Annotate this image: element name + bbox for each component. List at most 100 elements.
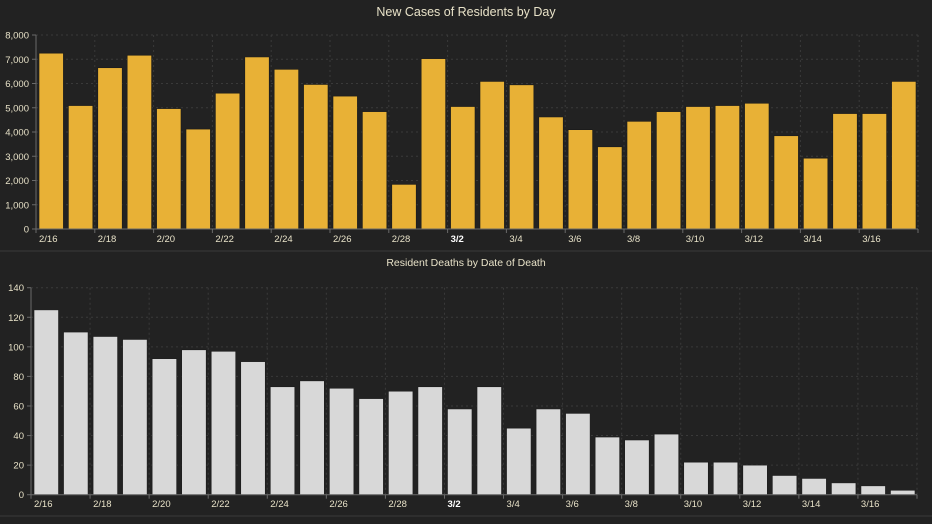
cases-bar-3-10 [685,106,711,230]
cases-y-tick-label: 2,000 [5,176,29,187]
cases-x-tick-label: 2/18 [98,234,117,245]
deaths-x-ticks: 2/16 2/18 2/20 2/22 2/24 2/26 2/28 3/2 3/4 3/6 3/8… [34,499,879,510]
cases-bar-3-3 [479,81,505,230]
cases-x-tick-label: 2/26 [333,234,352,245]
deaths-bar-3-15 [831,482,857,496]
deaths-bar-2-16 [33,309,59,495]
deaths-bars [33,309,916,496]
deaths-y-tick-label: 20 [13,461,24,472]
cases-bar-3-12 [744,102,770,230]
deaths-bar-3-14 [801,478,827,495]
cases-bar-3-9 [656,111,682,230]
cases-bar-3-5 [538,116,564,230]
cases-bar-2-20 [156,108,182,230]
cases-x-tick-label: 2/16 [39,234,58,245]
cases-x-tick-label: 3/6 [568,234,581,245]
cases-y-tick-label: 6,000 [5,79,29,90]
deaths-x-tick-label: 3/14 [802,499,821,510]
cases-x-tick-label: 3/12 [745,234,764,245]
cases-grid [36,34,919,229]
deaths-bar-2-17 [63,331,89,495]
cases-x-ticks: 2/16 2/18 2/20 2/22 2/24 2/26 2/28 3/2 3/4 3/6 3/8… [39,234,881,245]
cases-bar-2-27 [362,111,388,230]
deaths-x-tick-label: 3/12 [743,499,762,510]
cases-bar-2-26 [332,95,358,230]
deaths-bar-2-18 [92,336,118,495]
deaths-x-tick-label: 2/20 [152,499,171,510]
cases-bar-3-14 [803,157,829,230]
deaths-bar-2-25 [299,380,325,496]
deaths-bar-3-8 [624,439,650,496]
cases-x-tick-label: 2/20 [157,234,176,245]
cases-bar-2-19 [126,54,152,230]
cases-bars [38,52,917,230]
deaths-x-tick-label: 3/2 [447,499,460,510]
deaths-bar-2-19 [122,339,148,496]
cases-y-tick-label: 5,000 [5,103,29,114]
deaths-x-tick-label: 2/28 [388,499,407,510]
deaths-bar-2-26 [329,387,355,496]
cases-y-tick-label: 3,000 [5,152,29,163]
cases-bar-3-6 [567,129,593,230]
deaths-x-tick-label: 3/6 [566,499,579,510]
deaths-bar-2-27 [358,398,384,496]
cases-bar-3-16 [861,113,887,230]
deaths-y-tick-label: 140 [8,283,24,294]
cases-y-tick-label: 8,000 [5,31,29,42]
deaths-x-tick-label: 2/24 [270,499,289,510]
deaths-bar-3-6 [565,413,591,495]
deaths-chart: Resident Deaths by Date of Death 0 20 40 60… [8,257,918,510]
deaths-bar-3-1 [417,386,443,495]
cases-bar-2-25 [303,84,329,230]
deaths-bar-3-13 [772,475,798,496]
deaths-bar-3-3 [476,386,502,495]
cases-bar-3-1 [420,58,446,230]
cases-bar-3-2 [450,106,476,230]
deaths-chart-title: Resident Deaths by Date of Death [386,257,546,269]
cases-y-tick-label: 4,000 [5,128,29,139]
deaths-bar-3-17 [890,489,916,495]
cases-x-tick-label: 3/14 [803,234,822,245]
deaths-bar-3-16 [860,485,886,496]
deaths-y-tick-label: 120 [8,313,24,324]
cases-chart: New Cases of Residents by Day 0 1,000 2,00… [5,5,919,245]
deaths-y-tick-label: 80 [13,372,24,383]
deaths-bar-3-10 [683,461,709,495]
cases-bar-3-4 [509,84,535,230]
deaths-bar-3-11 [712,461,739,495]
deaths-bar-2-23 [240,361,266,495]
deaths-x-tick-label: 2/18 [93,499,112,510]
cases-y-tick-label: 0 [24,225,29,236]
deaths-y-tick-label: 100 [8,342,24,353]
cases-x-tick-label: 3/16 [862,234,881,245]
deaths-y-tick-label: 0 [19,490,24,501]
deaths-x-tick-label: 3/16 [861,499,880,510]
deaths-axes [27,287,918,499]
cases-x-tick-label: 3/4 [509,234,522,245]
cases-bar-3-8 [626,121,652,230]
cases-bar-2-22 [215,92,241,230]
deaths-x-tick-label: 2/22 [211,499,230,510]
cases-bar-3-13 [773,135,799,230]
cases-x-tick-label: 2/28 [392,234,411,245]
cases-x-tick-label: 3/2 [451,234,464,245]
cases-bar-2-23 [244,56,270,230]
cases-bar-2-24 [273,69,299,230]
cases-chart-title: New Cases of Residents by Day [376,5,556,19]
deaths-x-tick-label: 3/8 [625,499,638,510]
deaths-y-tick-label: 60 [13,401,24,412]
deaths-bar-3-12 [742,464,768,495]
cases-bar-3-7 [597,146,623,230]
deaths-x-tick-label: 3/4 [507,499,520,510]
cases-x-tick-label: 2/22 [215,234,234,245]
deaths-x-tick-label: 3/10 [684,499,703,510]
cases-x-tick-label: 3/8 [627,234,640,245]
deaths-bar-2-22 [210,350,237,495]
deaths-bar-2-28 [388,390,414,496]
cases-bar-3-15 [832,113,858,230]
cases-bar-2-28 [391,184,417,230]
cases-bar-3-17 [891,81,917,230]
cases-bar-3-11 [714,105,740,230]
deaths-y-ticks: 0 20 40 60 80 100 120 140 [8,283,24,501]
deaths-x-tick-label: 2/16 [34,499,53,510]
